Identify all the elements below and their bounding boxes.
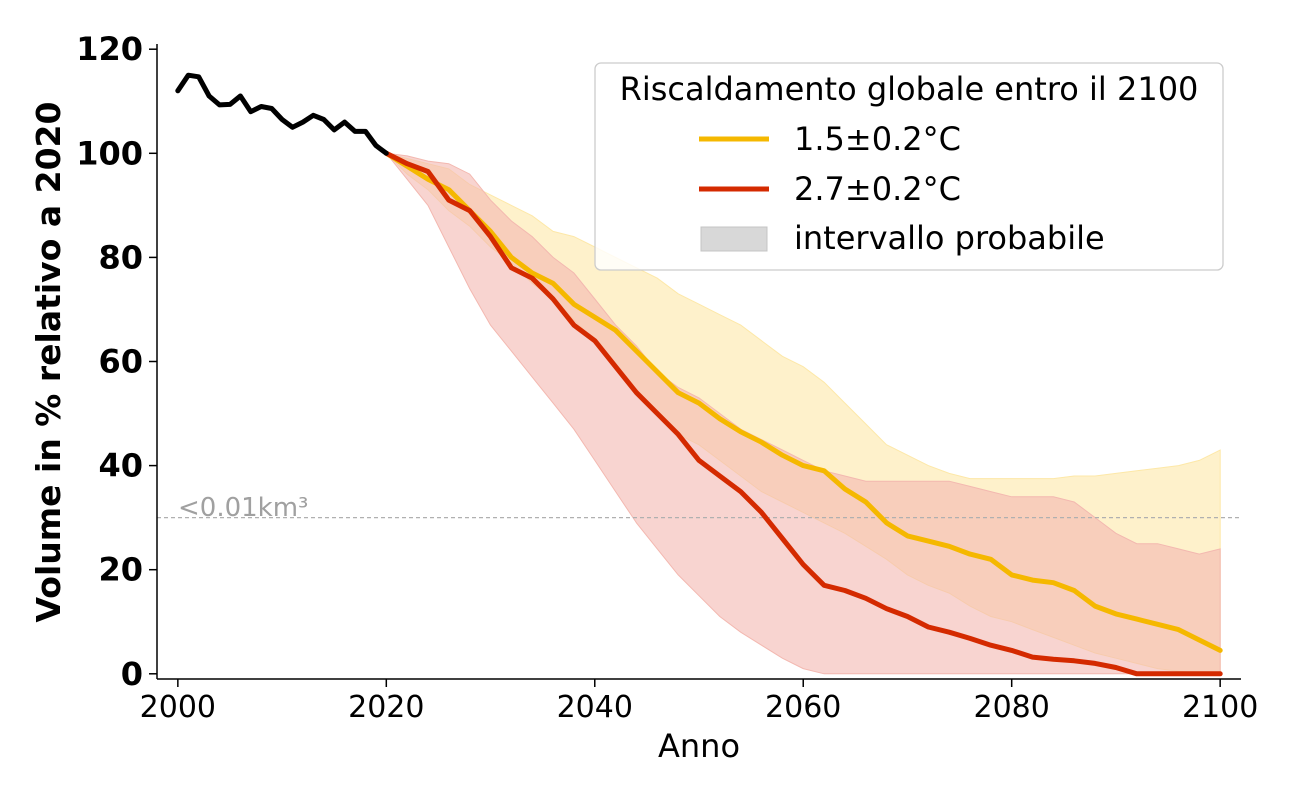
x-axis-title: Anno	[658, 727, 740, 765]
legend: Riscaldamento globale entro il 2100 1.5±…	[594, 62, 1224, 271]
line-history	[175, 72, 389, 156]
y-tick-label-120: 120	[76, 30, 143, 68]
legend-label-1-5c: 1.5±0.2°C	[794, 120, 961, 158]
y-tick-label-40: 40	[98, 447, 143, 485]
series-lines	[175, 72, 1223, 677]
x-tick-label-2080: 2080	[974, 690, 1050, 725]
y-tick-label-100: 100	[76, 134, 143, 172]
legend-frame	[594, 62, 1224, 271]
y-tick-label-0: 0	[121, 655, 143, 693]
y-axis-title: Volume in % relativo a 2020	[29, 102, 68, 623]
legend-title: Riscaldamento globale entro il 2100	[620, 70, 1199, 108]
y-tick-label-60: 60	[98, 343, 143, 381]
x-tick-label-2060: 2060	[765, 690, 841, 725]
x-tick-label-2100: 2100	[1182, 690, 1258, 725]
legend-swatch-range	[700, 226, 768, 252]
line-1-5-0-2-c	[383, 150, 1223, 653]
threshold-label: <0.01km³	[178, 493, 308, 523]
x-tick-label-2040: 2040	[557, 690, 633, 725]
y-tick-label-20: 20	[98, 551, 143, 589]
legend-label-range: intervallo probabile	[794, 219, 1105, 257]
x-tick-label-2000: 2000	[140, 690, 216, 725]
y-tick-label-80: 80	[98, 238, 143, 276]
line-2-7-0-2-c	[383, 150, 1223, 677]
legend-label-2-7c: 2.7±0.2°C	[794, 170, 961, 208]
x-tick-label-2020: 2020	[348, 690, 424, 725]
